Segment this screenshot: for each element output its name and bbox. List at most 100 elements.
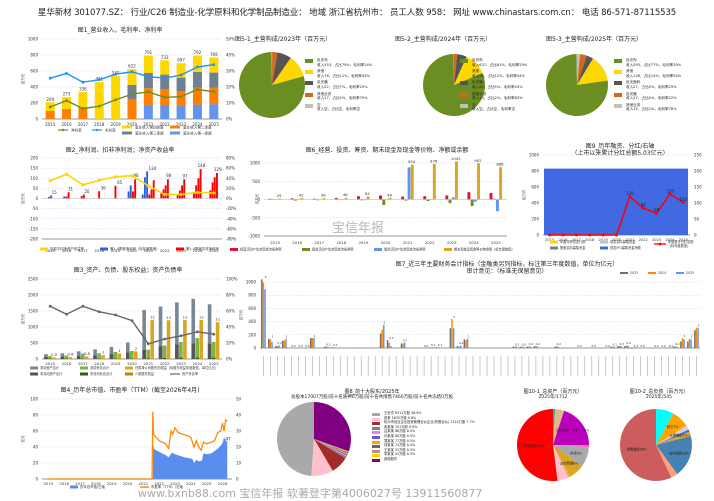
bar	[619, 346, 621, 348]
x-tick-label: 2015	[270, 240, 280, 245]
bar-label: 0.0	[640, 344, 645, 348]
legend-label: 2024	[658, 271, 666, 275]
bar-label: 0.1	[333, 343, 338, 347]
roe-point	[212, 191, 215, 194]
legend-swatch	[372, 427, 380, 430]
y2-tick-label: 80%	[226, 293, 235, 298]
y-tick-label: 2000	[28, 293, 39, 298]
bar-label: 0.2	[326, 342, 331, 346]
line-point	[114, 98, 117, 101]
legend-swatch	[600, 247, 608, 250]
bar-label: 0.2	[515, 342, 520, 346]
bar	[533, 346, 535, 348]
legend-label: 反光布收入553，占比79%，毛利率24%	[317, 58, 372, 67]
debt-ratio-point	[163, 338, 166, 341]
x-category-label	[689, 356, 690, 376]
bar	[285, 339, 287, 348]
legend-label: 历年总市值/左轴	[80, 484, 105, 489]
legend-label: 第1-4季度净利润（标年度数值）	[110, 246, 160, 251]
x-category-label	[675, 356, 676, 376]
point-label: 68	[654, 208, 660, 213]
bar	[387, 340, 389, 348]
legend-label: 第1-4季度扣非净利润	[186, 246, 219, 251]
x-tick-label: 2018	[336, 240, 346, 245]
legend-swatch	[550, 241, 558, 244]
legend-label: 首发IPO募集资金净额	[610, 245, 642, 250]
bar-label: 0.0	[654, 344, 659, 348]
bar	[264, 289, 266, 348]
bar	[467, 192, 470, 199]
y-tick-label: 400	[248, 319, 256, 324]
bar	[160, 193, 162, 198]
legend-label: 少数股东权益	[135, 371, 155, 376]
bar	[467, 339, 469, 348]
x-category-label	[619, 356, 620, 376]
legend-swatch	[600, 241, 608, 244]
roe-point	[114, 175, 117, 178]
x-tick-label: 2020	[123, 481, 133, 486]
watermark-footer: www.bxnb88.com 宝信年报 软著登字第4006027号 139115…	[138, 485, 482, 501]
bar	[277, 346, 279, 348]
roe-point	[196, 191, 199, 194]
bar-noncurrent-liabilities	[179, 358, 183, 359]
x-category-label	[640, 356, 641, 376]
legend-swatch	[620, 272, 628, 274]
x-category-label	[501, 356, 502, 376]
x-category-label	[528, 356, 529, 376]
y2-tick-label: 20%	[226, 341, 235, 346]
bar-label: 0.2	[675, 342, 680, 346]
bar-label: 31	[68, 187, 74, 192]
legend-item: 其他业务收入13，占比2%，毛利率83%	[460, 92, 527, 101]
x-tick-label: 2022	[425, 240, 435, 245]
legend-swatch	[374, 248, 382, 251]
line-point	[131, 70, 134, 73]
legend-marker	[62, 129, 64, 131]
bar-equity	[69, 357, 73, 359]
x-tick-label: 2020	[381, 240, 391, 245]
bar	[261, 279, 263, 348]
y-tick-label: -100	[29, 216, 39, 221]
bar	[455, 161, 458, 199]
legend-swatch	[170, 132, 180, 135]
legend-label: 反光膜收入52，占比7%，毛利率25%	[317, 80, 368, 89]
y-tick-label: 0	[35, 477, 38, 482]
bar-noncurrent-assets	[175, 345, 179, 359]
bar-label: 1	[467, 335, 469, 339]
legend-swatch	[444, 248, 452, 251]
bar-label: 954	[408, 159, 416, 164]
bar-label: 0.4	[626, 341, 631, 345]
line-point	[212, 90, 215, 93]
y-tick-label: 500	[30, 341, 38, 346]
bar-equity	[150, 320, 154, 359]
y-tick-label: 0	[35, 357, 38, 362]
bar-segment	[193, 105, 202, 119]
x-category-label	[542, 356, 543, 376]
bar-label: 48	[343, 192, 348, 197]
bar-equity	[101, 355, 105, 359]
y-axis-label: 百万元	[20, 313, 25, 324]
bar	[687, 341, 689, 348]
x-category-label	[312, 356, 313, 376]
bar	[333, 347, 335, 348]
y-axis-label: 百万元	[238, 309, 243, 320]
bar	[271, 342, 273, 348]
bar-label: 0.0	[298, 344, 303, 348]
debt-ratio-point	[212, 333, 215, 336]
bar	[464, 339, 466, 348]
pie-legend: 反光布收入553，占比79%，毛利率24%其他收入76，占比11%，毛利率45%…	[305, 58, 372, 114]
y2-tick-label: 0	[236, 477, 239, 482]
bar-label: 0.0	[305, 344, 310, 348]
slice-label: · 固定资产（合计）20% ·	[554, 428, 591, 433]
legend-label: 流动资产合计	[40, 365, 60, 370]
bar-segment	[111, 76, 120, 119]
y-tick-label: -150	[29, 226, 39, 231]
legend-swatch	[305, 93, 313, 97]
bar-equity	[167, 320, 171, 359]
bar	[535, 346, 537, 348]
slice-label: · 短期借款56% ·	[625, 446, 649, 451]
legend-swatch	[305, 70, 313, 74]
x-category-label	[668, 356, 669, 376]
roe-point	[65, 173, 68, 176]
x-tick-label: 2021	[403, 240, 413, 245]
